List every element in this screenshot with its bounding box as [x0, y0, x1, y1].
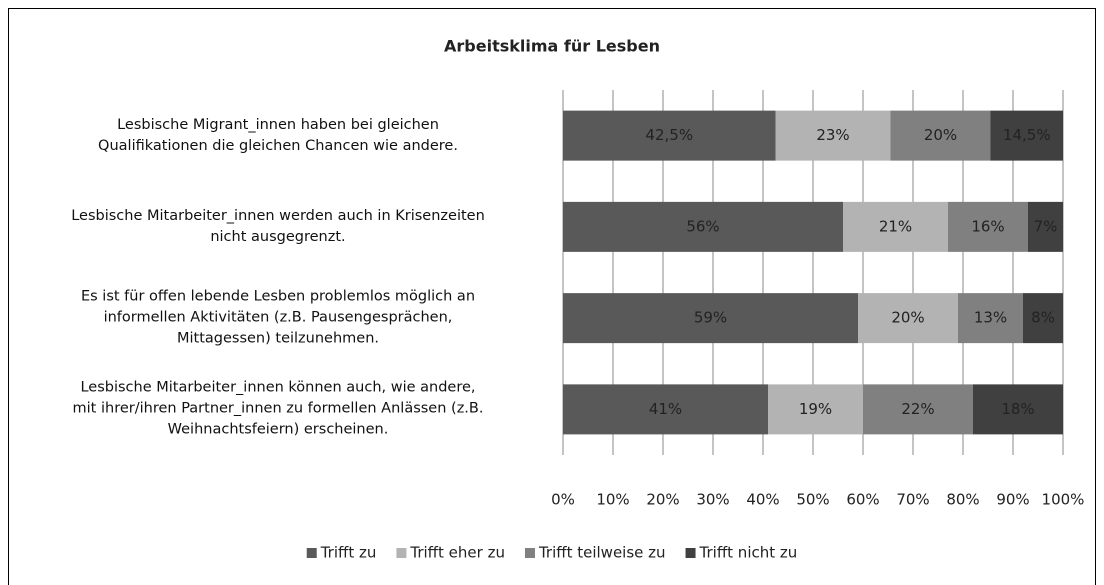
bar-segment	[768, 384, 863, 435]
data-label: 8%	[1031, 309, 1055, 327]
bar-segment	[563, 384, 768, 435]
data-label: 23%	[816, 126, 849, 144]
x-tick-label: 0%	[551, 491, 575, 509]
bar-segment	[563, 293, 858, 344]
chart-title: Arbeitsklima für Lesben	[444, 37, 660, 56]
data-label: 42,5%	[645, 126, 693, 144]
x-tick-label: 70%	[896, 491, 929, 509]
legend-marker	[524, 548, 535, 558]
data-label: 7%	[1034, 217, 1058, 235]
legend-marker	[396, 548, 407, 558]
bar-segment	[1028, 201, 1063, 252]
data-label: 20%	[924, 126, 957, 144]
data-label: 20%	[891, 309, 924, 327]
bar-segment	[843, 201, 948, 252]
x-tick-label: 90%	[996, 491, 1029, 509]
bar-segment	[863, 384, 973, 435]
legend-marker	[306, 548, 317, 558]
bar-segment	[775, 110, 891, 161]
bar-segment	[563, 201, 843, 252]
bar-segment	[1023, 293, 1063, 344]
data-label: 41%	[649, 400, 682, 418]
chart-border	[8, 8, 1096, 585]
bar-segment	[990, 110, 1063, 161]
data-label: 21%	[879, 217, 912, 235]
x-tick-label: 60%	[846, 491, 879, 509]
category-label: Lesbische Mitarbeiter_innen werden auch …	[71, 207, 485, 245]
bar-segment	[948, 201, 1028, 252]
x-tick-label: 80%	[946, 491, 979, 509]
x-tick-label: 100%	[1042, 491, 1085, 509]
x-tick-label: 40%	[746, 491, 779, 509]
bar-segment	[563, 110, 776, 161]
legend-label: Trifft nicht zu	[699, 544, 798, 562]
data-label: 16%	[971, 217, 1004, 235]
x-tick-label: 10%	[596, 491, 629, 509]
bar-segment	[958, 293, 1023, 344]
x-tick-label: 50%	[796, 491, 829, 509]
data-label: 19%	[799, 400, 832, 418]
bar-segment	[858, 293, 958, 344]
legend-label: Trifft eher zu	[409, 544, 505, 562]
bar-segment	[973, 384, 1063, 435]
category-label: Lesbische Migrant_innen haben bei gleich…	[98, 116, 458, 154]
legend-marker	[685, 548, 696, 558]
data-label: 18%	[1001, 400, 1034, 418]
data-label: 13%	[974, 309, 1007, 327]
x-tick-label: 30%	[696, 491, 729, 509]
data-label: 14,5%	[1003, 126, 1051, 144]
category-label: Es ist für offen lebende Lesben probleml…	[80, 288, 476, 347]
data-label: 22%	[901, 400, 934, 418]
legend-label: Trifft zu	[320, 544, 377, 562]
data-label: 59%	[694, 309, 727, 327]
category-label: Lesbische Mitarbeiter_innen können auch,…	[72, 379, 484, 438]
legend-label: Trifft teilweise zu	[538, 544, 666, 562]
bar-segment	[890, 110, 991, 161]
data-label: 56%	[686, 217, 719, 235]
x-tick-label: 20%	[646, 491, 679, 509]
